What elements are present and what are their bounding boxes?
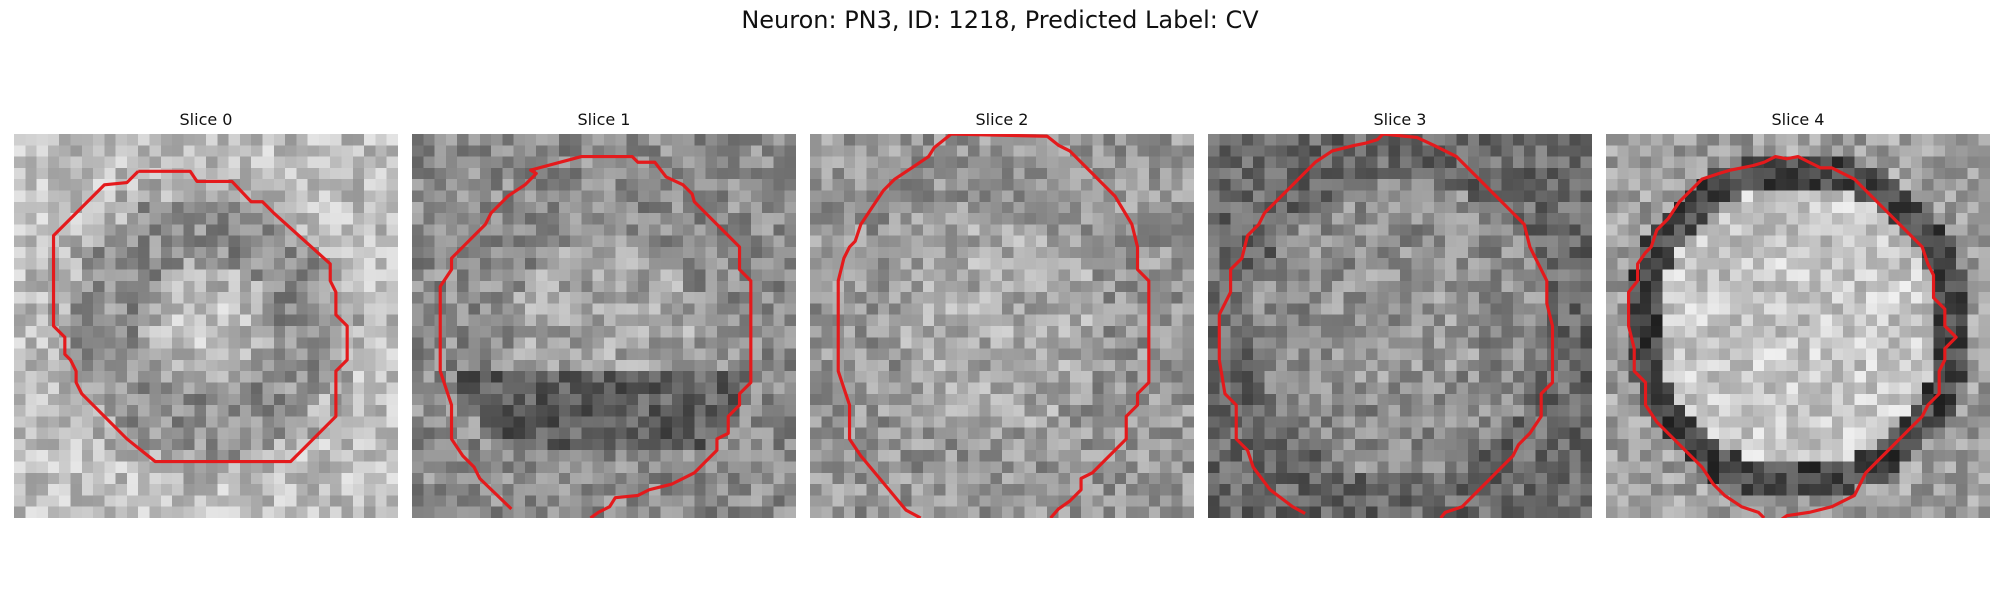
cell-contour-overlay bbox=[51, 169, 349, 464]
slice-image bbox=[810, 134, 1194, 518]
cell-contour-overlay bbox=[1217, 134, 1555, 518]
slice-image bbox=[412, 134, 796, 518]
slice-title: Slice 4 bbox=[1771, 110, 1825, 129]
slice-title: Slice 1 bbox=[577, 110, 631, 129]
figure-title: Neuron: PN3, ID: 1218, Predicted Label: … bbox=[741, 6, 1259, 34]
cell-contour-line bbox=[836, 134, 1151, 518]
slice-image bbox=[1208, 134, 1592, 518]
cell-contour-line bbox=[1627, 155, 1958, 518]
cell-contour-line bbox=[438, 155, 753, 518]
cell-contour-overlay bbox=[836, 134, 1151, 518]
slice-image bbox=[1606, 134, 1990, 518]
cell-contour-overlay bbox=[1627, 155, 1958, 518]
slice-image bbox=[14, 134, 398, 518]
slice-title: Slice 2 bbox=[975, 110, 1029, 129]
cell-contour-line bbox=[51, 169, 349, 464]
cell-contour-overlay bbox=[438, 155, 753, 518]
cell-contour-line bbox=[1217, 134, 1555, 518]
slice-title: Slice 3 bbox=[1373, 110, 1427, 129]
slice-title: Slice 0 bbox=[179, 110, 233, 129]
